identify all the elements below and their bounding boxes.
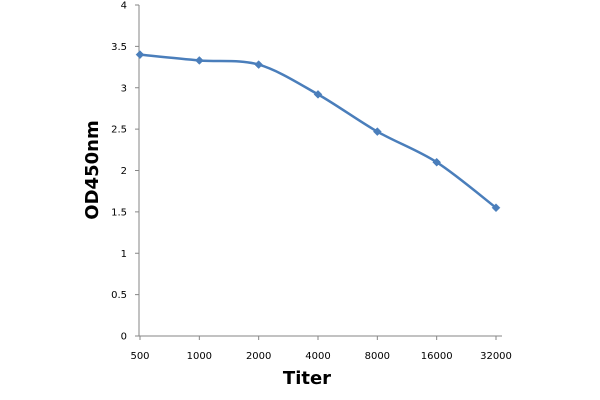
data-point	[194, 56, 204, 65]
data-point	[491, 203, 501, 213]
y-axis-title: OD450nm	[82, 120, 103, 219]
y-tick-label: 0.5	[111, 290, 127, 301]
x-tick-label: 500	[130, 351, 149, 362]
x-tick-label: 1000	[187, 351, 212, 362]
x-axis-ticks: 500 1000 2000 4000 8000 16000 32000	[130, 336, 512, 362]
y-tick-label: 1	[121, 249, 127, 260]
y-tick-label: 3	[121, 83, 127, 94]
series-line	[139, 53, 497, 209]
y-tick-label: 2.5	[111, 125, 127, 136]
y-tick-label: 3.5	[111, 42, 127, 53]
data-point	[135, 50, 145, 60]
series-layer	[135, 50, 501, 213]
y-tick-label: 0	[121, 332, 127, 343]
data-point	[254, 60, 264, 69]
x-tick-label: 2000	[246, 351, 271, 362]
x-tick-label: 4000	[305, 351, 330, 362]
x-tick-label: 8000	[365, 351, 390, 362]
x-axis-title: Titer	[283, 368, 331, 389]
y-axis-ticks: 0 0.5 1 1.5 2 2.5 3 3.5 4	[111, 1, 139, 343]
data-point	[432, 157, 442, 167]
y-tick-label: 1.5	[111, 207, 127, 218]
x-tick-label: 32000	[480, 351, 512, 362]
data-point	[372, 127, 382, 136]
x-tick-label: 16000	[421, 351, 453, 362]
y-tick-label: 2	[121, 166, 127, 177]
y-tick-label: 4	[121, 1, 127, 12]
data-point	[313, 90, 323, 99]
